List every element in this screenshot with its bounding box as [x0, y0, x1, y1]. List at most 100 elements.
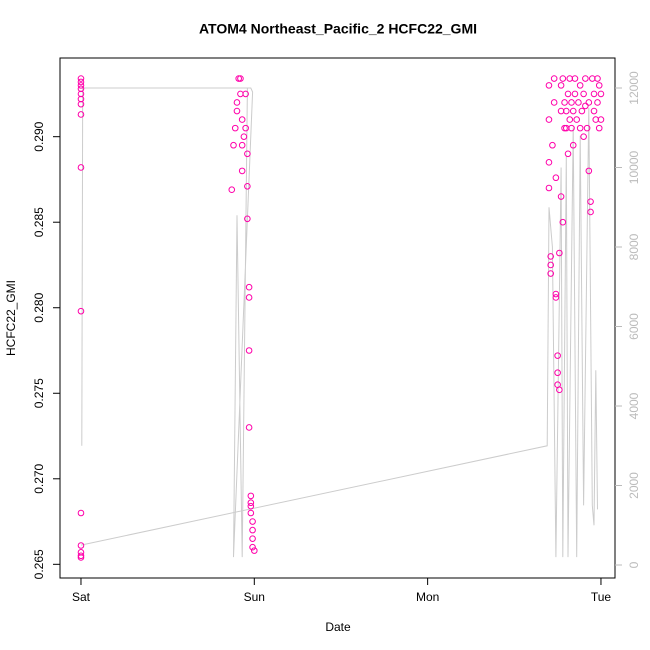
point — [566, 116, 574, 123]
point — [573, 116, 580, 123]
point — [597, 90, 605, 98]
point — [247, 509, 255, 517]
point — [244, 215, 251, 223]
point — [569, 141, 577, 149]
point — [561, 99, 568, 106]
point — [571, 90, 579, 98]
point — [247, 492, 255, 500]
altitude-line — [80, 87, 598, 558]
point — [77, 100, 85, 108]
y2-tick-label: 10000 — [627, 151, 641, 185]
point — [556, 249, 563, 257]
point — [244, 182, 251, 190]
y-tick-label: 0.270 — [32, 463, 46, 493]
point — [240, 133, 248, 140]
point — [568, 99, 575, 106]
point — [559, 75, 567, 82]
point — [562, 107, 570, 115]
y-tick-label: 0.280 — [32, 292, 46, 322]
point — [233, 107, 241, 115]
point — [550, 99, 558, 106]
point — [550, 75, 558, 82]
point — [582, 75, 589, 82]
point — [77, 307, 85, 315]
x-axis-label: Date — [325, 620, 351, 634]
point — [242, 90, 249, 98]
point — [249, 518, 256, 525]
point — [585, 167, 593, 175]
point — [77, 554, 85, 561]
point — [575, 99, 582, 106]
point — [245, 347, 253, 354]
point — [576, 124, 584, 132]
point — [77, 78, 85, 86]
point — [228, 186, 236, 194]
point — [590, 90, 598, 98]
chart-title: ATOM4 Northeast_Pacific_2 HCFC22_GMI — [199, 21, 477, 37]
y-tick-label: 0.290 — [32, 121, 46, 151]
point — [242, 124, 249, 132]
y2-tick-label: 0 — [627, 561, 641, 568]
point — [576, 82, 584, 89]
point — [580, 90, 587, 98]
plot-frame — [59, 57, 616, 579]
point — [552, 294, 560, 301]
point — [77, 509, 85, 517]
point — [547, 261, 554, 269]
point — [247, 502, 255, 510]
point — [564, 150, 572, 158]
point — [77, 542, 85, 549]
point — [231, 124, 239, 132]
point — [569, 107, 577, 115]
point — [595, 124, 603, 132]
point — [247, 499, 255, 507]
point — [549, 141, 556, 149]
point — [552, 290, 560, 298]
point — [547, 270, 554, 277]
point — [556, 386, 563, 394]
point — [545, 159, 553, 166]
point — [568, 124, 575, 132]
point — [578, 107, 586, 115]
point — [571, 75, 579, 82]
point — [545, 116, 553, 123]
point — [564, 90, 572, 98]
x-tick-label: Tue — [591, 590, 612, 604]
point — [594, 99, 601, 106]
point — [552, 174, 560, 182]
point — [230, 141, 237, 149]
point — [557, 193, 565, 200]
point — [244, 150, 251, 158]
point — [554, 352, 561, 359]
point — [233, 99, 241, 106]
y2-tick-label: 6000 — [627, 313, 641, 340]
y-axis-label: HCFC22_GMI — [4, 280, 18, 356]
point — [595, 82, 603, 89]
point — [583, 124, 591, 132]
point — [554, 369, 561, 377]
point — [559, 218, 567, 226]
x-tick-label: Sat — [72, 590, 91, 604]
point — [238, 116, 246, 123]
point — [582, 102, 589, 110]
y2-tick-label: 12000 — [627, 71, 641, 105]
y-tick-label: 0.285 — [32, 207, 46, 237]
point — [585, 99, 593, 106]
point — [77, 75, 85, 82]
point — [237, 75, 244, 82]
point — [580, 133, 587, 140]
point — [249, 543, 256, 551]
point — [77, 111, 85, 118]
point — [249, 526, 256, 534]
point — [238, 167, 246, 175]
point — [594, 75, 601, 82]
x-tick-label: Mon — [416, 590, 439, 604]
y-tick-label: 0.265 — [32, 549, 46, 579]
point — [587, 208, 594, 216]
point — [245, 283, 253, 291]
point — [245, 294, 253, 301]
y-tick-label: 0.275 — [32, 378, 46, 408]
point — [77, 82, 85, 89]
